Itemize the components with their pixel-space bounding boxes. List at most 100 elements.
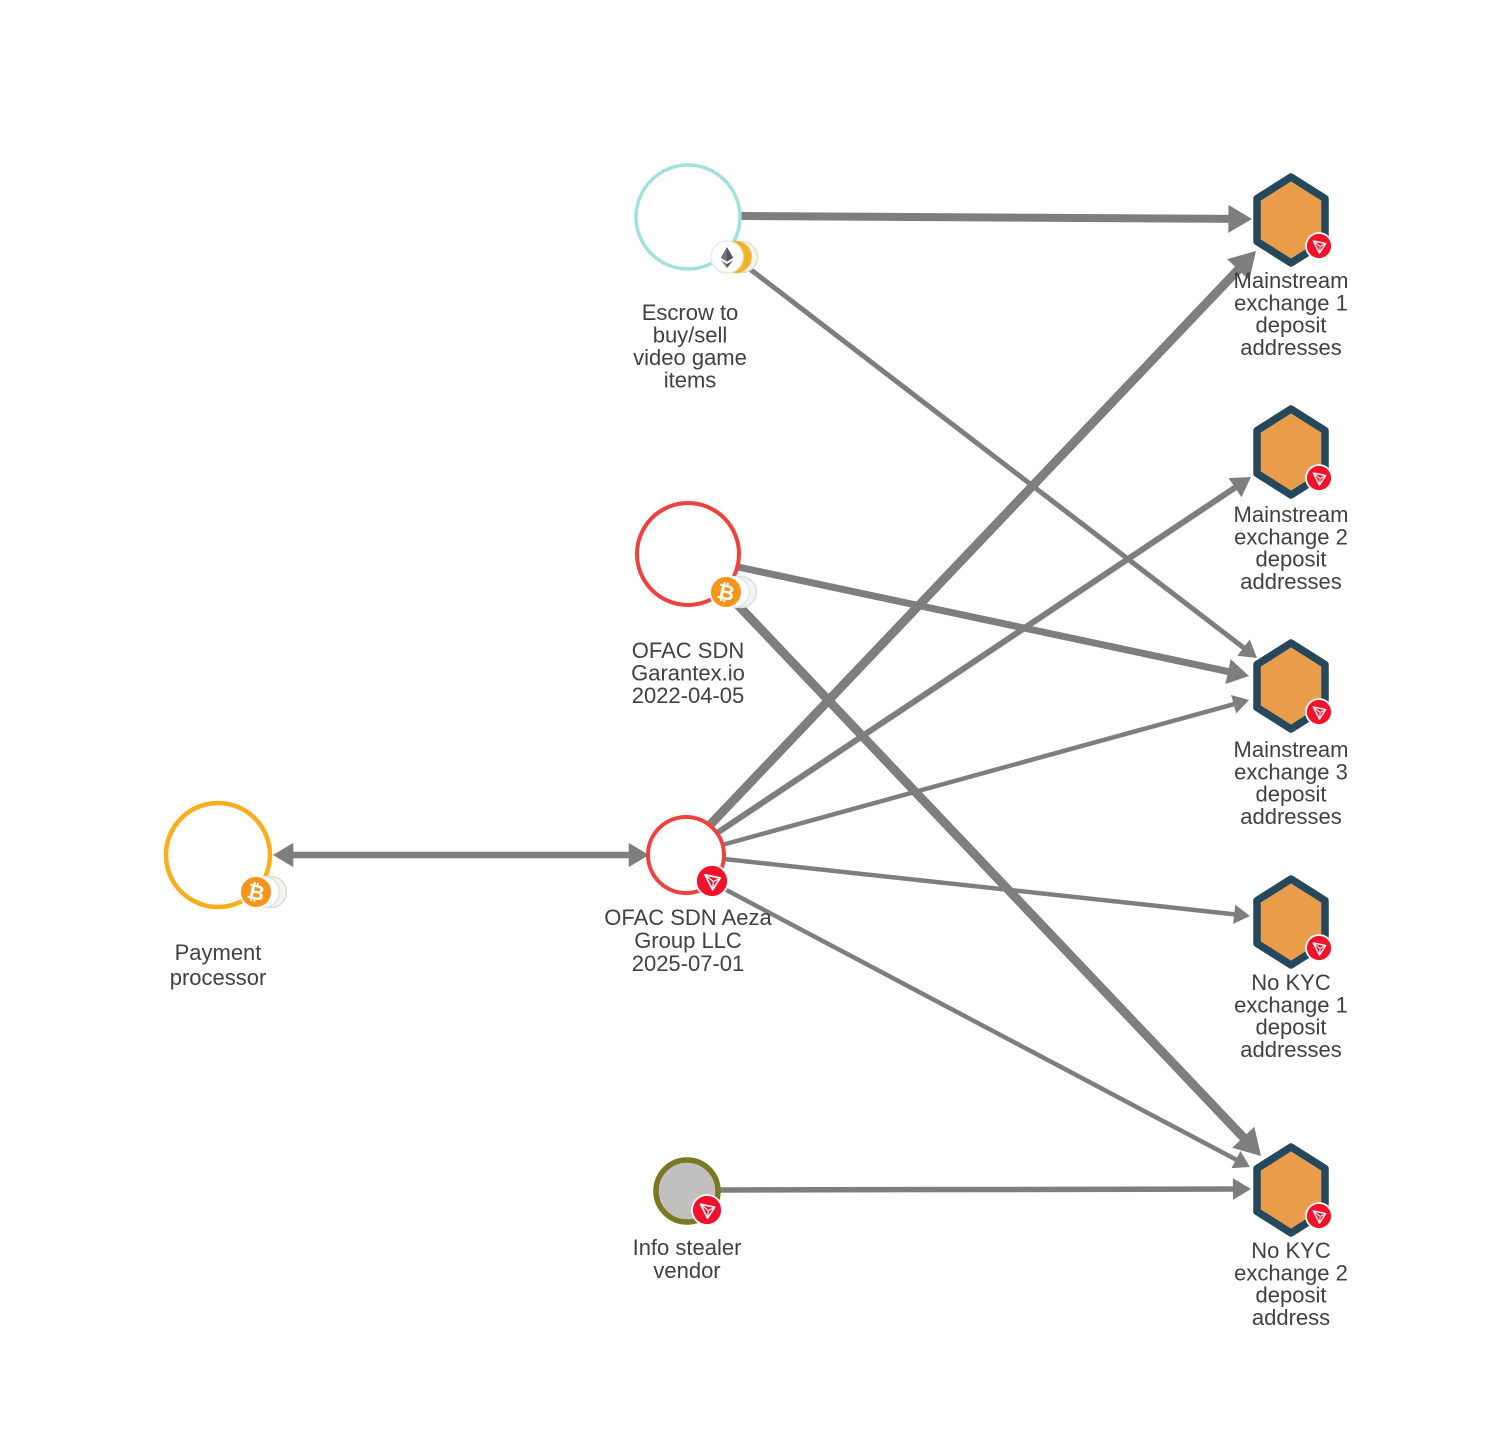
edge-line[interactable] [713, 882, 1243, 1165]
node-label-line: exchange 2 [1234, 1260, 1348, 1285]
tron-glyph-icon [699, 1203, 716, 1220]
arrowhead-icon [628, 842, 649, 868]
node-label-line: deposit [1256, 313, 1327, 338]
node-nokyc2[interactable] [1253, 1143, 1333, 1237]
node-label-line: OFAC SDN [632, 638, 744, 663]
edge-line[interactable] [712, 480, 1244, 838]
node-mx1[interactable] [1253, 173, 1333, 267]
edge-escrow-mx1[interactable] [740, 204, 1252, 233]
tron-glyph-icon [1313, 1210, 1326, 1224]
edge-garantex-nokyc2[interactable] [732, 599, 1261, 1156]
node-label-line: deposit [1256, 547, 1327, 572]
edge-infostealer-nokyc2[interactable] [719, 1178, 1251, 1200]
node-label-line: 2025-07-01 [632, 951, 745, 976]
tron-badge-icon [1305, 698, 1333, 726]
eth-glyph-icon [720, 260, 727, 268]
node-garantex[interactable]: ₿ [635, 501, 758, 609]
arrowhead-icon [1225, 659, 1249, 685]
edge-aeza-mx2[interactable] [712, 477, 1251, 838]
node-label-line: deposit [1256, 782, 1327, 807]
edge-aeza-nokyc2[interactable] [713, 882, 1250, 1169]
tron-glyph-icon [1313, 706, 1326, 720]
node-label-mx1: Mainstream exchange 1 deposit addresses [1234, 268, 1349, 360]
node-infostealer[interactable] [653, 1157, 723, 1226]
node-label-nokyc1: No KYC exchange 1 deposit addresses [1234, 970, 1348, 1062]
node-label-infostealer: Info stealer vendor [633, 1235, 742, 1283]
tron-glyph-icon [700, 1203, 715, 1219]
node-label-nokyc2: No KYC exchange 2 deposit address [1234, 1238, 1348, 1330]
edge-line[interactable] [721, 700, 1241, 848]
node-label-line: addresses [1240, 335, 1342, 360]
node-label-line: Escrow to [642, 300, 739, 325]
btc-coin-icon [239, 875, 273, 909]
node-label-line: addresses [1240, 1037, 1342, 1062]
tron-glyph-icon [1313, 240, 1326, 254]
node-label-line: Garantex.io [631, 661, 745, 686]
node-mx3[interactable] [1253, 639, 1333, 733]
btc-stack-badge-icon: ₿ [709, 575, 758, 609]
node-label-line: address [1252, 1305, 1330, 1330]
entity-circle[interactable] [635, 501, 741, 607]
node-label-escrow: Escrow to buy/sell video game items [633, 300, 747, 393]
edge-aeza-mx3[interactable] [721, 694, 1249, 848]
node-label-line: exchange 1 [1234, 290, 1348, 315]
eth-glyph-icon [720, 247, 727, 262]
edge-line[interactable] [719, 1186, 1241, 1193]
node-label-line: deposit [1256, 1283, 1327, 1308]
edge-aeza-nokyc1[interactable] [723, 856, 1250, 924]
tron-badge-icon [1305, 232, 1333, 260]
node-escrow[interactable] [634, 163, 759, 274]
node-label-line: No KYC [1251, 970, 1331, 995]
node-label-line: Info stealer [633, 1235, 742, 1260]
tron-glyph-icon [704, 874, 721, 890]
entity-circle[interactable] [634, 163, 742, 271]
btc-coin-icon [709, 575, 743, 609]
tron-glyph-icon [1312, 240, 1327, 254]
edges-layer [273, 204, 1261, 1200]
node-label-line: addresses [1240, 804, 1342, 829]
arrowhead-icon [1228, 204, 1252, 233]
node-payment[interactable]: ₿ [163, 800, 288, 910]
edge-aeza-mx1[interactable] [704, 251, 1256, 831]
node-aeza[interactable] [646, 815, 729, 898]
edge-line[interactable] [737, 563, 1238, 677]
tron-glyph-icon [704, 873, 722, 891]
node-label-line: buy/sell [653, 323, 728, 348]
labels-layer: Escrow to buy/sell video game items OFAC SDN… [170, 268, 1349, 1330]
tron-glyph-icon [1312, 706, 1327, 720]
tron-badge-icon [1305, 464, 1333, 492]
node-label-payment: Payment processor [170, 940, 267, 990]
arrowhead-icon [1233, 904, 1250, 924]
eth-glyph-icon [727, 247, 734, 262]
node-nokyc1[interactable] [1253, 875, 1333, 969]
node-label-line: processor [170, 965, 267, 990]
node-label-line: video game [633, 345, 747, 370]
eth-stack-badge-icon [710, 240, 759, 274]
edge-line[interactable] [744, 264, 1251, 654]
tron-glyph-icon [1313, 472, 1326, 486]
node-label-line: Mainstream [1234, 502, 1349, 527]
tron-glyph-icon [1313, 942, 1326, 956]
node-label-line: Mainstream [1234, 268, 1349, 293]
arrowhead-icon [1231, 1151, 1250, 1169]
tron-badge-icon [691, 1194, 723, 1226]
node-label-line: 2022-04-05 [632, 683, 745, 708]
btc-stack-badge-icon: ₿ [239, 875, 288, 909]
tron-badge-icon [1305, 1202, 1333, 1230]
node-label-line: OFAC SDN Aeza [604, 905, 772, 930]
node-label-mx2: Mainstream exchange 2 deposit addresses [1234, 502, 1349, 594]
node-label-line: No KYC [1251, 1238, 1331, 1263]
arrowhead-icon [1232, 1178, 1251, 1200]
btc-glyph-icon: ₿ [245, 880, 267, 906]
edge-garantex-mx3[interactable] [737, 563, 1249, 685]
arrowhead-icon [1227, 251, 1256, 281]
node-mx2[interactable] [1253, 405, 1333, 499]
edge-line[interactable] [740, 212, 1238, 223]
edge-aeza-payment[interactable] [273, 842, 649, 868]
tron-glyph-icon [1312, 472, 1327, 486]
edge-escrow-mx3[interactable] [744, 264, 1257, 658]
edge-line[interactable] [732, 599, 1254, 1148]
edge-line[interactable] [704, 259, 1249, 831]
edge-line[interactable] [723, 856, 1241, 918]
